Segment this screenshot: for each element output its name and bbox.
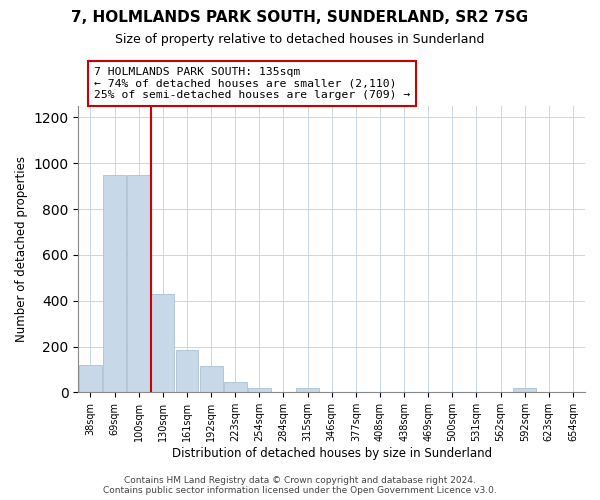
Bar (151, 294, 174, 392)
Bar (296, 388, 319, 392)
Bar (248, 388, 271, 392)
X-axis label: Distribution of detached houses by size in Sunderland: Distribution of detached houses by size … (172, 447, 492, 460)
Text: 7, HOLMLANDS PARK SOUTH, SUNDERLAND, SR2 7SG: 7, HOLMLANDS PARK SOUTH, SUNDERLAND, SR2… (71, 10, 529, 25)
Bar (127, 174, 150, 392)
Bar (200, 366, 223, 392)
Text: 7 HOLMLANDS PARK SOUTH: 135sqm
← 74% of detached houses are smaller (2,110)
25% : 7 HOLMLANDS PARK SOUTH: 135sqm ← 74% of … (94, 67, 410, 100)
Y-axis label: Number of detached properties: Number of detached properties (15, 156, 28, 342)
Bar (103, 174, 126, 392)
Text: Contains HM Land Registry data © Crown copyright and database right 2024.
Contai: Contains HM Land Registry data © Crown c… (103, 476, 497, 495)
Bar (224, 382, 247, 392)
Bar (513, 388, 536, 392)
Bar (79, 365, 102, 392)
Text: Size of property relative to detached houses in Sunderland: Size of property relative to detached ho… (115, 32, 485, 46)
Bar (176, 350, 199, 393)
